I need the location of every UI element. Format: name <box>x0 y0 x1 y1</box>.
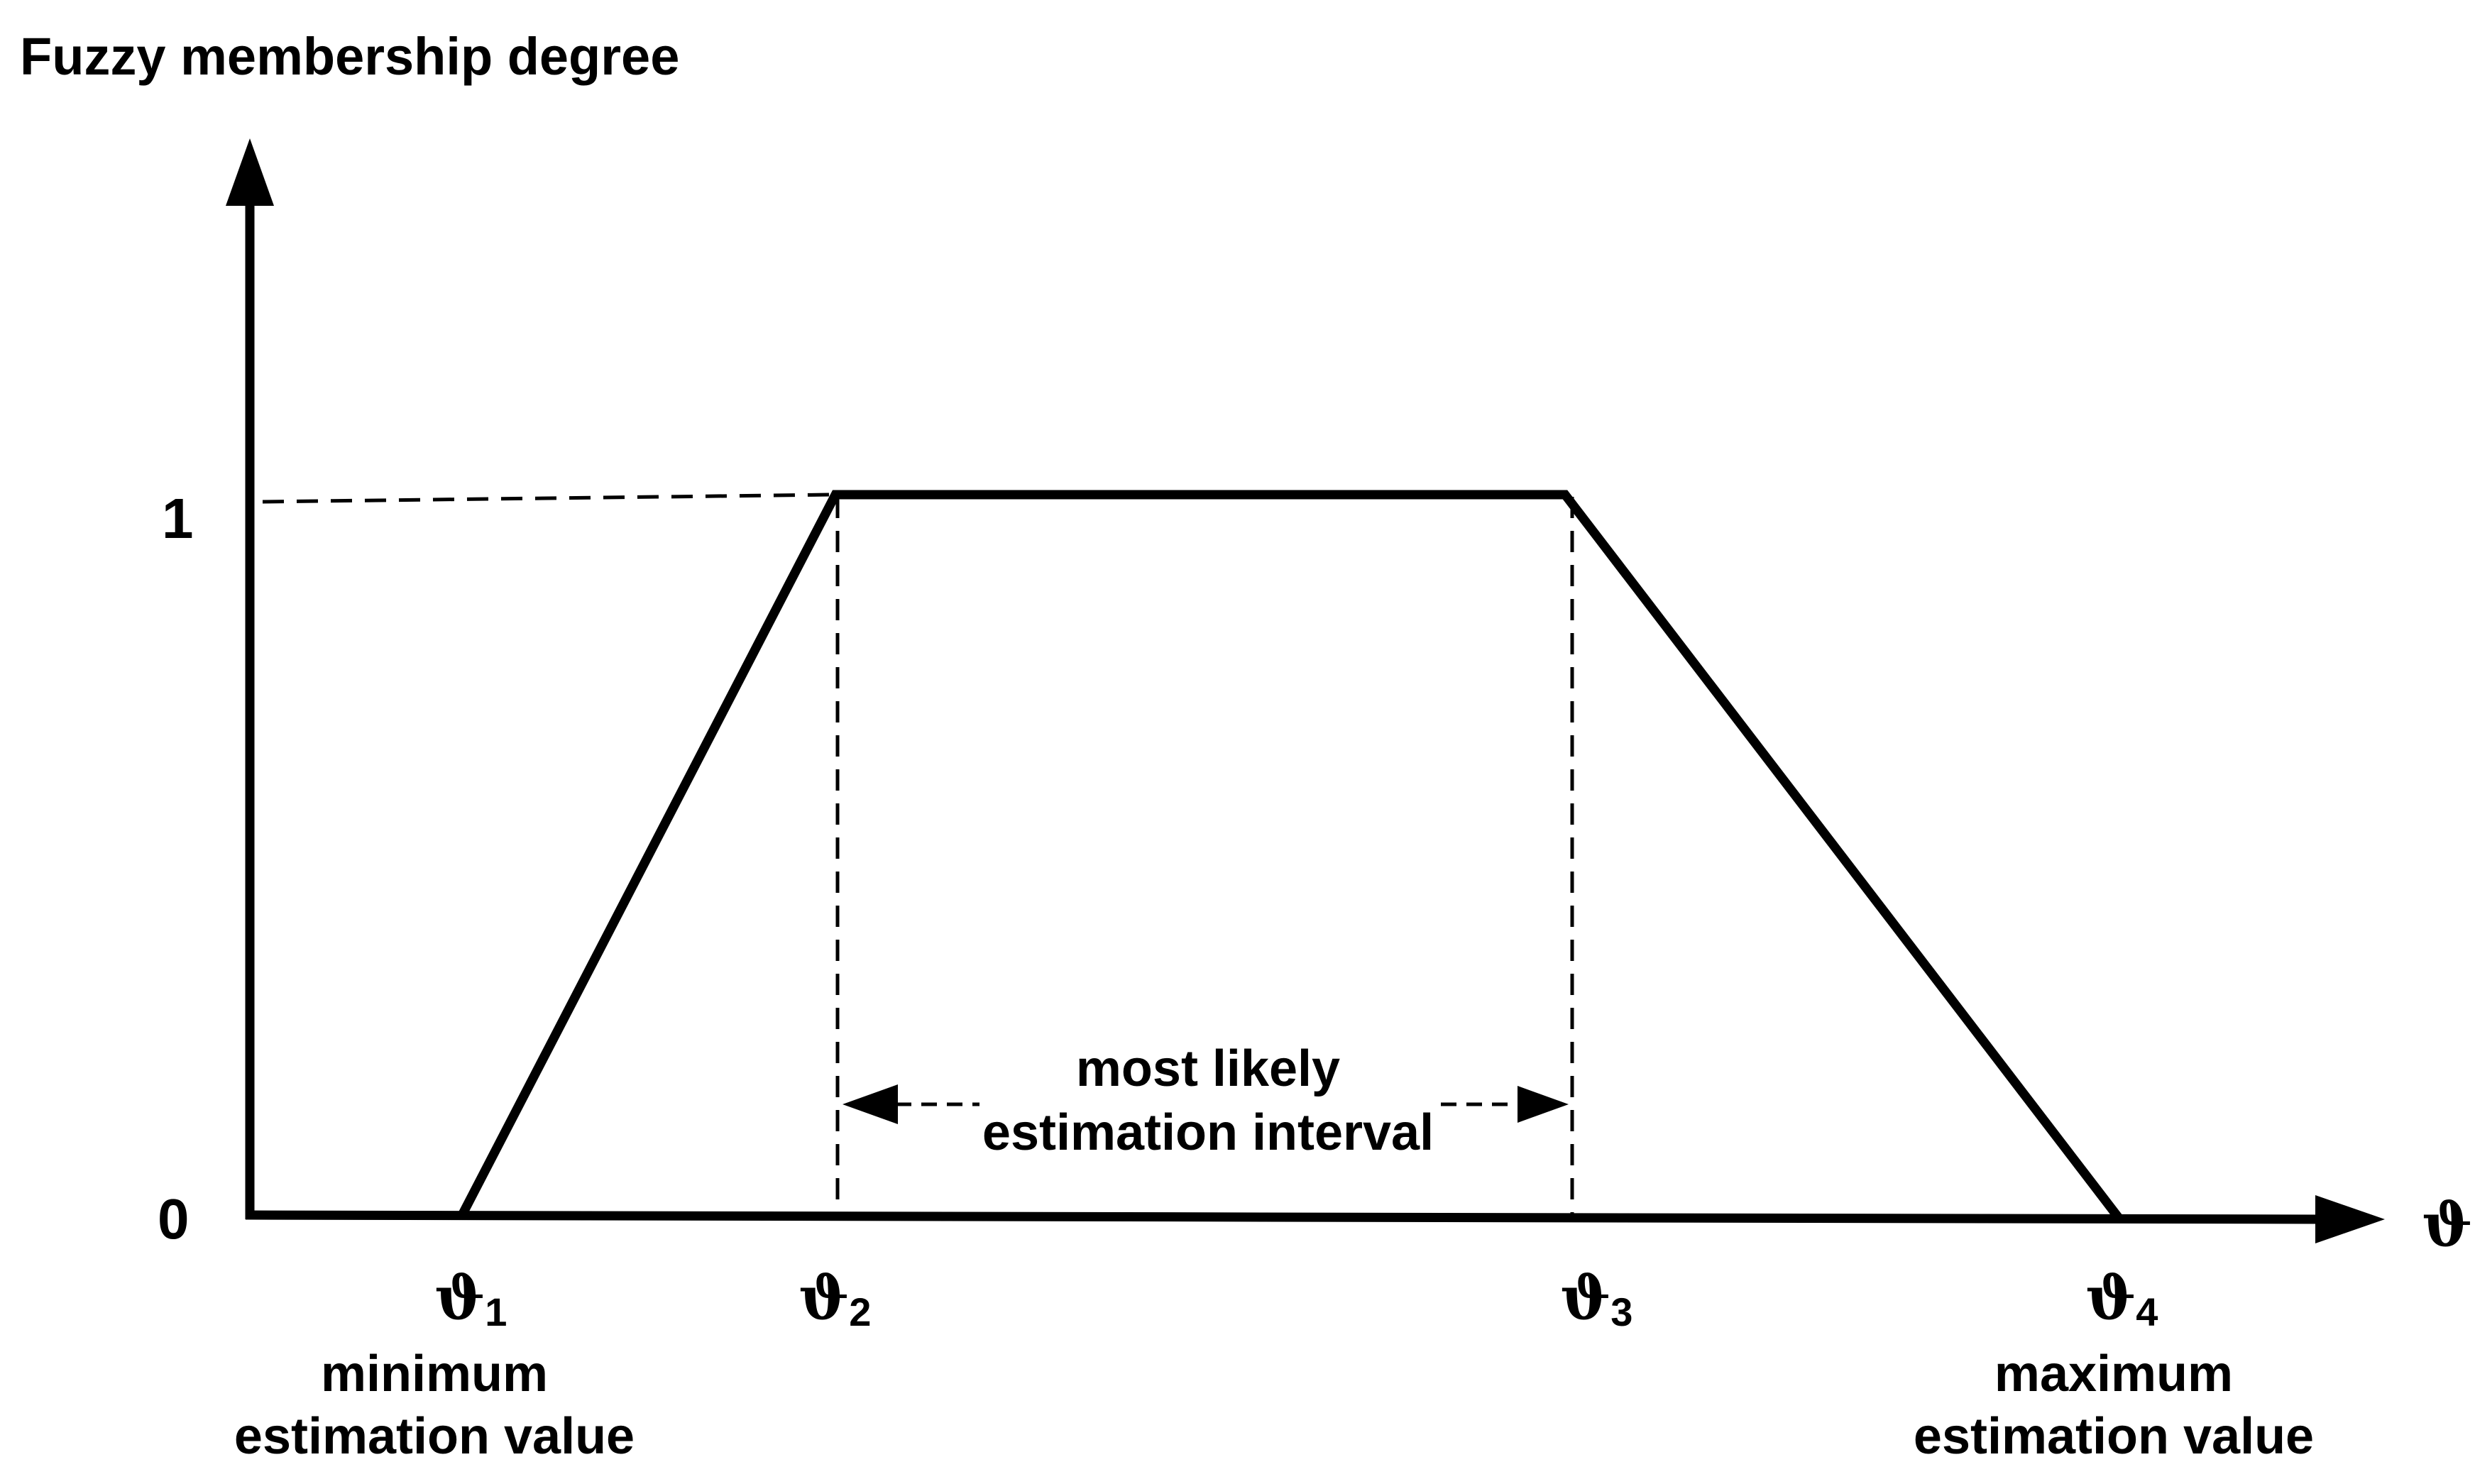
theta4-caption-line2: estimation value <box>1914 1408 2314 1465</box>
theta2-subscript: 2 <box>849 1290 871 1334</box>
x-axis <box>245 1210 2322 1224</box>
interval-arrow-right-head <box>1518 1086 1569 1123</box>
theta1-caption-line2: estimation value <box>234 1408 635 1465</box>
x-axis-symbol: ϑ <box>2422 1189 2472 1260</box>
theta4-subscript: 4 <box>2136 1290 2158 1334</box>
interval-label-line2: estimation interval <box>982 1104 1434 1161</box>
point-label-theta1: ϑ1 <box>434 1263 507 1334</box>
interval-arrow-left-head <box>843 1084 898 1124</box>
point-label-theta3: ϑ3 <box>1560 1263 1632 1334</box>
theta3-subscript: 3 <box>1610 1290 1632 1334</box>
theta1-subscript: 1 <box>485 1290 507 1334</box>
theta2-symbol: ϑ <box>799 1263 849 1333</box>
theta4-caption-line1: maximum <box>1994 1346 2233 1402</box>
membership-trapezoid <box>457 490 2123 1221</box>
y-tick-0: 0 <box>158 1187 190 1251</box>
point-label-theta2: ϑ2 <box>799 1263 871 1334</box>
theta1-caption-line1: minimum <box>321 1346 548 1402</box>
theta3-symbol: ϑ <box>1560 1263 1610 1333</box>
membership-one-guide <box>262 493 833 504</box>
y-axis-arrowhead <box>226 138 274 206</box>
y-tick-1: 1 <box>162 487 194 550</box>
theta1-symbol: ϑ <box>434 1263 485 1333</box>
interval-label-line1: most likely <box>1076 1040 1340 1097</box>
theta4-symbol: ϑ <box>2085 1263 2136 1333</box>
chart-title: Fuzzy membership degree <box>20 27 679 86</box>
point-label-theta4: ϑ4 <box>2085 1263 2158 1334</box>
x-axis-arrowhead <box>2315 1195 2385 1243</box>
